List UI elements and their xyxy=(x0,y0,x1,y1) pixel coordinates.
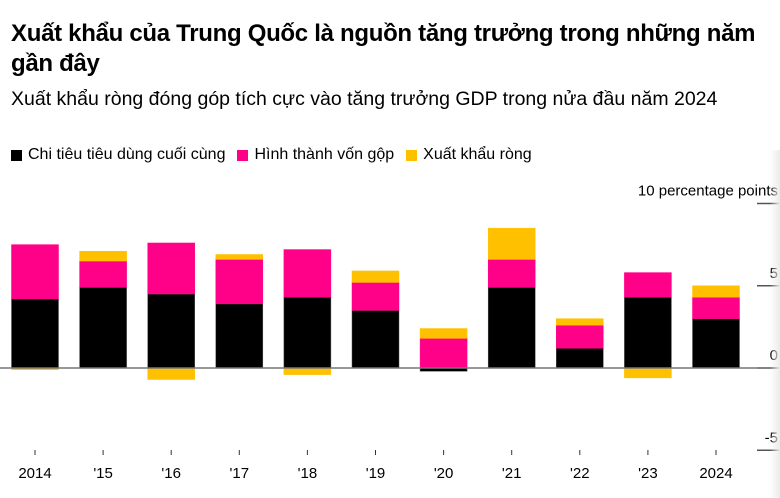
bar-net-exports-18 xyxy=(283,367,332,375)
bar-consumption-23 xyxy=(624,297,672,369)
bar-consumption-2024 xyxy=(692,318,740,369)
bar-capital-21 xyxy=(487,259,536,288)
x-tick-label-4: '18 xyxy=(298,465,318,482)
bar-capital-17 xyxy=(215,259,264,305)
legend-label-net-exports: Xuất khẩu ròng xyxy=(423,146,532,163)
x-tick-label-3: '17 xyxy=(230,465,250,482)
x-tick-label-5: '19 xyxy=(366,465,386,482)
y-tick-label-0: 10 percentage points xyxy=(638,183,778,200)
bar-consumption-19 xyxy=(351,310,400,369)
legend-item-consumption: Chi tiêu tiêu dùng cuối cùng xyxy=(11,145,225,165)
legend-label-capital: Hình thành vốn gộp xyxy=(254,146,395,163)
x-tick-label-0: 2014 xyxy=(18,465,51,482)
x-tick-label-6: '20 xyxy=(434,465,454,482)
x-tick-label-2: '16 xyxy=(161,465,181,482)
legend-swatch-consumption xyxy=(11,149,22,161)
bar-net-exports-15 xyxy=(79,250,127,262)
bar-capital-16 xyxy=(147,242,195,295)
bar-consumption-16 xyxy=(147,293,195,369)
bar-capital-15 xyxy=(79,260,127,288)
bar-capital-22 xyxy=(556,324,604,349)
chart-subtitle: Xuất khẩu ròng đóng góp tích cực vào tăn… xyxy=(11,88,718,110)
legend-swatch-capital xyxy=(237,149,249,161)
bar-net-exports-21 xyxy=(487,227,536,260)
bars xyxy=(11,227,740,380)
bar-consumption-18 xyxy=(283,297,332,369)
legend-label-consumption: Chi tiêu tiêu dùng cuối cùng xyxy=(28,146,226,163)
right-edge-scroll-area xyxy=(770,150,780,498)
x-tick-label-10: 2024 xyxy=(699,465,732,482)
bar-capital-2014 xyxy=(11,244,59,300)
legend: Chi tiêu tiêu dùng cuối cùng Hình thành … xyxy=(11,145,532,165)
legend-item-capital: Hình thành vốn gộp xyxy=(237,145,394,165)
bar-capital-20 xyxy=(419,338,468,369)
bar-consumption-17 xyxy=(215,303,264,369)
x-axis: 2014 '15 '16 '17 '18 '19 '20 '21 '22 '23 2024 xyxy=(18,450,733,482)
bar-net-exports-2024 xyxy=(692,285,740,298)
bar-net-exports-22 xyxy=(556,318,604,326)
x-tick-label-9: '23 xyxy=(638,465,658,482)
bar-net-exports-17 xyxy=(215,254,264,260)
bar-net-exports-20 xyxy=(419,328,468,339)
bar-net-exports-16 xyxy=(147,367,195,380)
bar-consumption-15 xyxy=(79,287,127,369)
x-tick-label-8: '22 xyxy=(570,465,590,482)
bar-capital-23 xyxy=(624,272,672,298)
x-tick-label-7: '21 xyxy=(502,465,522,482)
chart-title: Xuất khẩu của Trung Quốc là nguồn tăng t… xyxy=(11,20,756,77)
bar-net-exports-23 xyxy=(624,367,672,379)
bar-net-exports-19 xyxy=(351,270,400,283)
bar-capital-18 xyxy=(283,249,332,298)
bar-consumption-22 xyxy=(556,348,604,369)
x-tick-label-1: '15 xyxy=(93,465,113,482)
bar-capital-19 xyxy=(351,282,400,311)
bar-capital-2024 xyxy=(692,297,740,319)
bar-consumption-21 xyxy=(487,287,536,369)
legend-swatch-net-exports xyxy=(406,149,418,161)
legend-item-net-exports: Xuất khẩu ròng xyxy=(406,145,532,165)
bar-consumption-2014 xyxy=(11,298,59,369)
